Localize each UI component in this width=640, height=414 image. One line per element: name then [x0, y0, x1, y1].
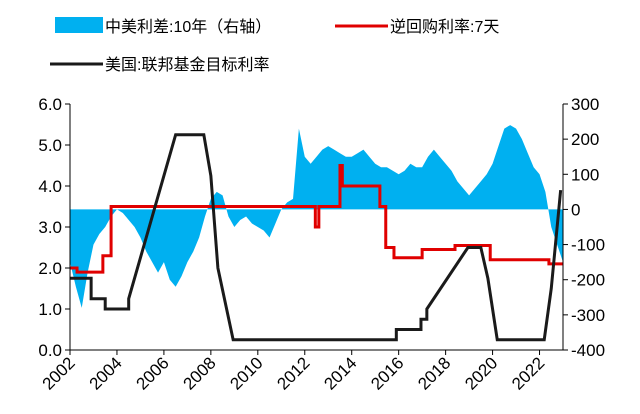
rate-line: [70, 164, 563, 274]
x-tick-label: 2018: [414, 353, 454, 393]
legend-swatch: [55, 17, 103, 33]
x-tick-label: 2012: [273, 353, 313, 393]
y2-tick-label: 0: [571, 200, 580, 219]
legend-label: 美国:联邦基金目标利率: [105, 56, 269, 74]
y-tick-label: 5.0: [38, 136, 62, 155]
y2-tick-label: 200: [571, 130, 599, 149]
legend-label: 中美利差:10年（右轴）: [105, 18, 271, 36]
x-tick-label: 2014: [320, 353, 360, 393]
x-tick-label: 2022: [508, 353, 548, 393]
x-tick-label: 2006: [133, 353, 173, 393]
rate-line: [70, 133, 563, 342]
x-tick-label: 2020: [461, 353, 501, 393]
x-tick-label: 2008: [180, 353, 220, 393]
y2-tick-label: -300: [571, 306, 605, 325]
y-tick-label: 4.0: [38, 177, 62, 196]
y2-tick-label: -100: [571, 236, 605, 255]
x-tick-label: 2004: [86, 353, 126, 393]
y-tick-label: 2.0: [38, 259, 62, 278]
y2-tick-label: 300: [571, 95, 599, 114]
y2-tick-label: -400: [571, 341, 605, 360]
spread-area: [70, 125, 563, 308]
y-tick-label: 1.0: [38, 300, 62, 319]
y-tick-label: 6.0: [38, 95, 62, 114]
y2-tick-label: 100: [571, 165, 599, 184]
x-tick-label: 2016: [367, 353, 407, 393]
y2-tick-label: -200: [571, 271, 605, 290]
y-tick-label: 0.0: [38, 341, 62, 360]
y-tick-label: 3.0: [38, 218, 62, 237]
x-tick-label: 2010: [226, 353, 266, 393]
legend-label: 逆回购利率:7天: [390, 18, 499, 36]
